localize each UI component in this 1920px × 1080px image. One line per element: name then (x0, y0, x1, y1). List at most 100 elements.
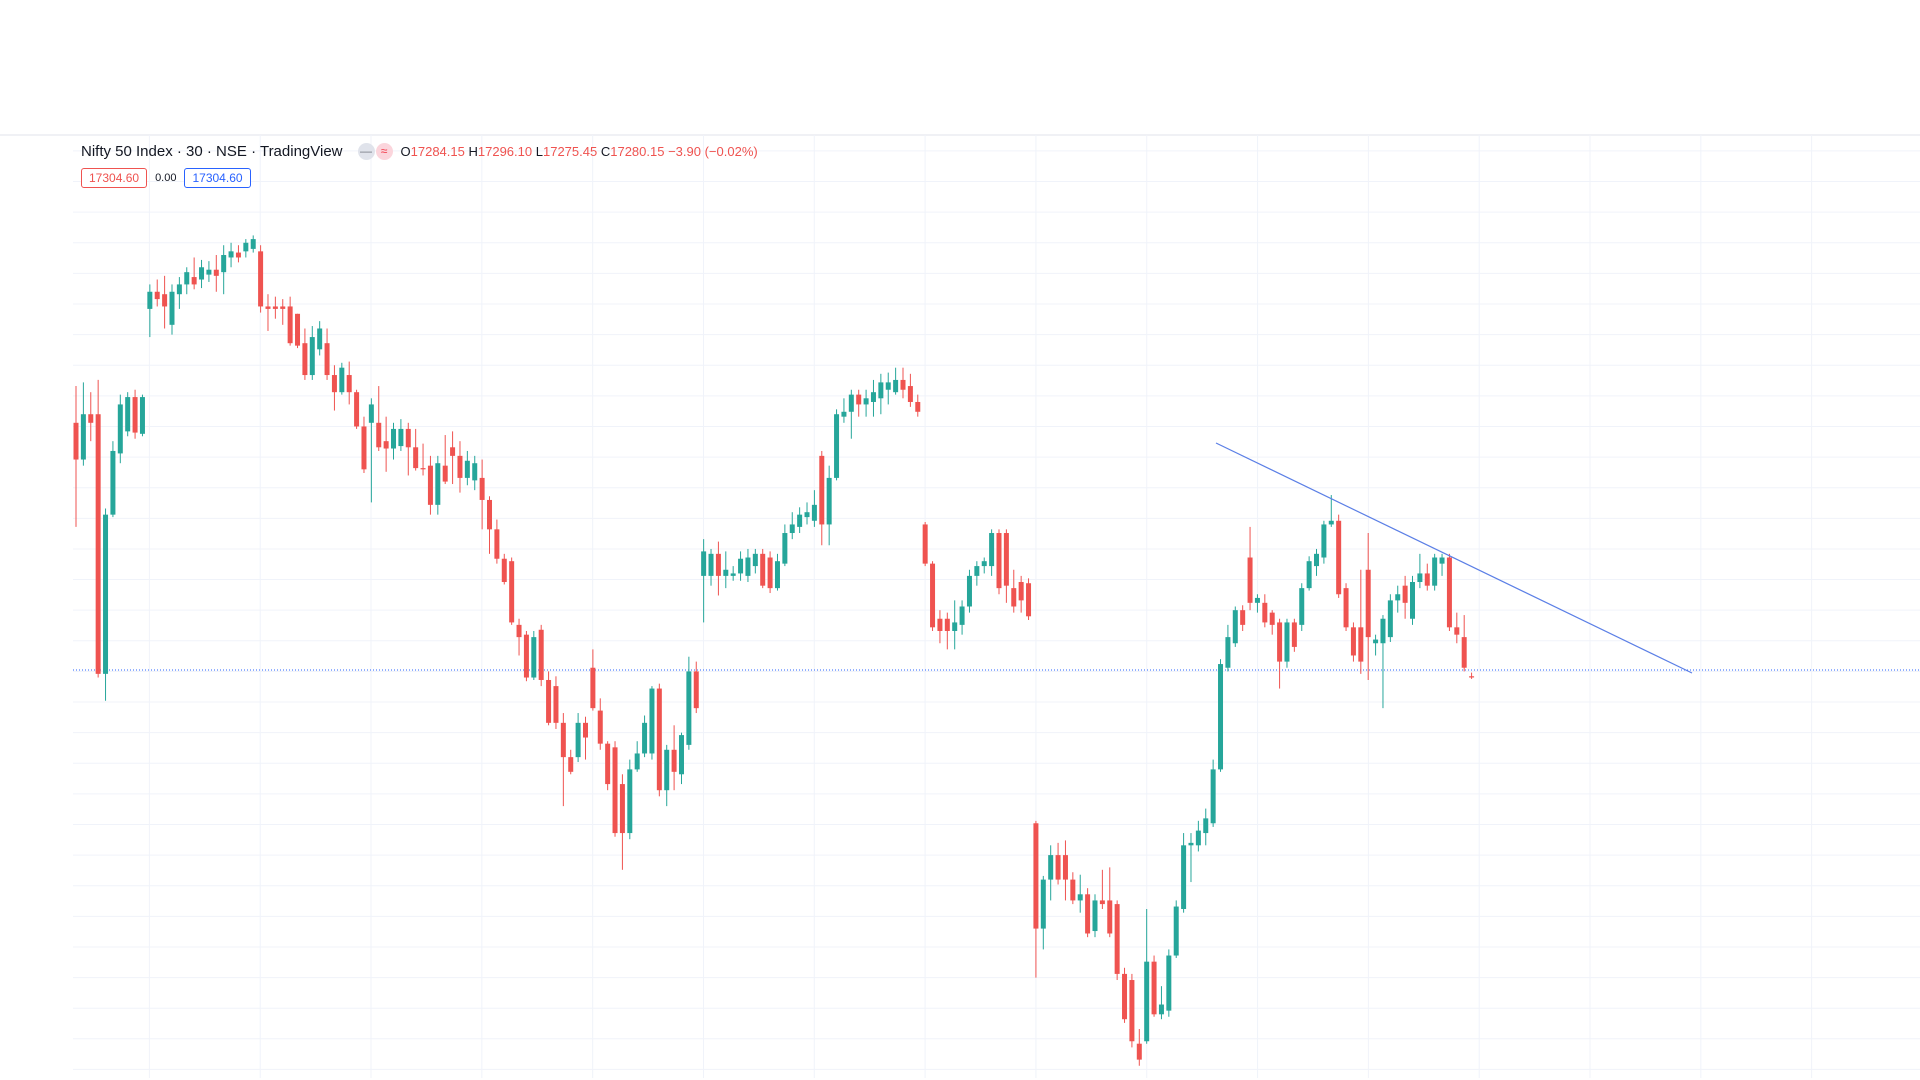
ohlc-key: L (535, 144, 543, 159)
candle-body (95, 414, 101, 674)
ohlc-value: 17275.45 (542, 144, 598, 159)
candle-body (1343, 588, 1349, 628)
candle-body (708, 553, 714, 576)
candle-body (191, 277, 197, 285)
candle-body (442, 465, 448, 482)
candle-body (952, 622, 958, 631)
candle-body (730, 573, 736, 576)
ohlc-key: C (600, 144, 611, 159)
candle-body (1262, 602, 1268, 623)
candle-body (1077, 894, 1083, 901)
candle-body (841, 411, 847, 417)
candle-body (856, 394, 862, 405)
candle-body (989, 533, 995, 567)
candle-body (1129, 980, 1135, 1042)
candle-body (1166, 955, 1172, 1011)
candle-body (752, 553, 758, 567)
candle-body (413, 447, 419, 469)
candle-body (531, 637, 537, 678)
candle-body (1240, 610, 1246, 625)
candle-body (664, 749, 670, 791)
candle-body (642, 722, 648, 754)
candle-body (1114, 904, 1120, 974)
candle-body (1439, 557, 1445, 564)
candle-body (612, 747, 618, 834)
candle-body (996, 533, 1002, 589)
candle-body (368, 404, 374, 423)
candle-body (767, 557, 773, 589)
ohlc-key: O (400, 144, 411, 159)
candle-body (1181, 845, 1187, 909)
candle-body (1158, 1004, 1164, 1015)
candle-body (1424, 573, 1430, 586)
candle-body (590, 667, 596, 709)
candle-body (309, 337, 315, 376)
symbol-title: Nifty 50 Index · 30 · NSE · TradingView (81, 143, 343, 160)
legend-buttons[interactable]: — ≈ (357, 143, 393, 160)
candle-body (450, 447, 456, 456)
candle-body (1173, 906, 1179, 956)
candle-body (1402, 585, 1408, 603)
candle-body (944, 618, 950, 631)
candle-body (774, 561, 780, 589)
candle-body (184, 272, 190, 285)
candle-body (738, 558, 744, 574)
candle-body (1003, 533, 1009, 586)
candle-body (797, 514, 803, 527)
candle-body (538, 629, 544, 680)
legend-header: Nifty 50 Index · 30 · NSE · TradingView … (81, 143, 758, 160)
candle-body (1026, 583, 1032, 617)
candle-body (1122, 973, 1128, 1020)
hide-button[interactable]: — (357, 143, 375, 160)
candle-body (634, 753, 640, 770)
candle-body (701, 551, 707, 576)
candle-body (1432, 557, 1438, 586)
candle-body (1321, 524, 1327, 558)
candle-body (804, 512, 810, 518)
candle-body (760, 553, 766, 586)
ohlc-values: O17284.15 H17296.10 L17275.45 C17280.15 … (401, 144, 758, 159)
candle-body (494, 529, 500, 559)
candle-body (516, 624, 522, 638)
candle-body (782, 533, 788, 564)
candle-body (1092, 900, 1098, 932)
candle-body (1218, 664, 1224, 770)
candle-body (1048, 855, 1054, 880)
candle-body (870, 392, 876, 402)
candle-body (1417, 573, 1423, 583)
candle-body (1291, 622, 1297, 647)
candle-body (169, 291, 175, 325)
candle-body (619, 784, 625, 834)
candle-body (287, 306, 293, 344)
candle-body (1210, 769, 1216, 824)
candle-body (154, 291, 160, 300)
compare-button[interactable]: ≈ (375, 143, 393, 160)
candle-body (250, 239, 256, 249)
candle-body (391, 428, 397, 449)
candle-body (258, 251, 264, 307)
candle-body (560, 722, 566, 758)
sell-badge[interactable]: 17304.60 (81, 168, 148, 188)
candle-body (1225, 637, 1231, 668)
candle-body (834, 414, 840, 478)
candle-body (656, 688, 662, 791)
candle-body (1107, 900, 1113, 934)
candle-body (1365, 569, 1371, 638)
candle-body (553, 686, 559, 723)
candle-body (235, 252, 241, 258)
candle-body (848, 394, 854, 412)
candle-body (139, 397, 145, 434)
candle-body (546, 679, 552, 723)
candle-body (199, 267, 205, 280)
candle-body (346, 375, 352, 393)
candle-body (1461, 637, 1467, 668)
candle-body (826, 477, 832, 525)
candle-body (1373, 639, 1379, 644)
candle-body (80, 414, 86, 460)
candle-body (1410, 582, 1416, 619)
candle-body (1195, 830, 1201, 846)
buy-badge[interactable]: 17304.60 (184, 168, 251, 188)
candle-body (627, 769, 633, 834)
candle-body (1269, 612, 1275, 625)
